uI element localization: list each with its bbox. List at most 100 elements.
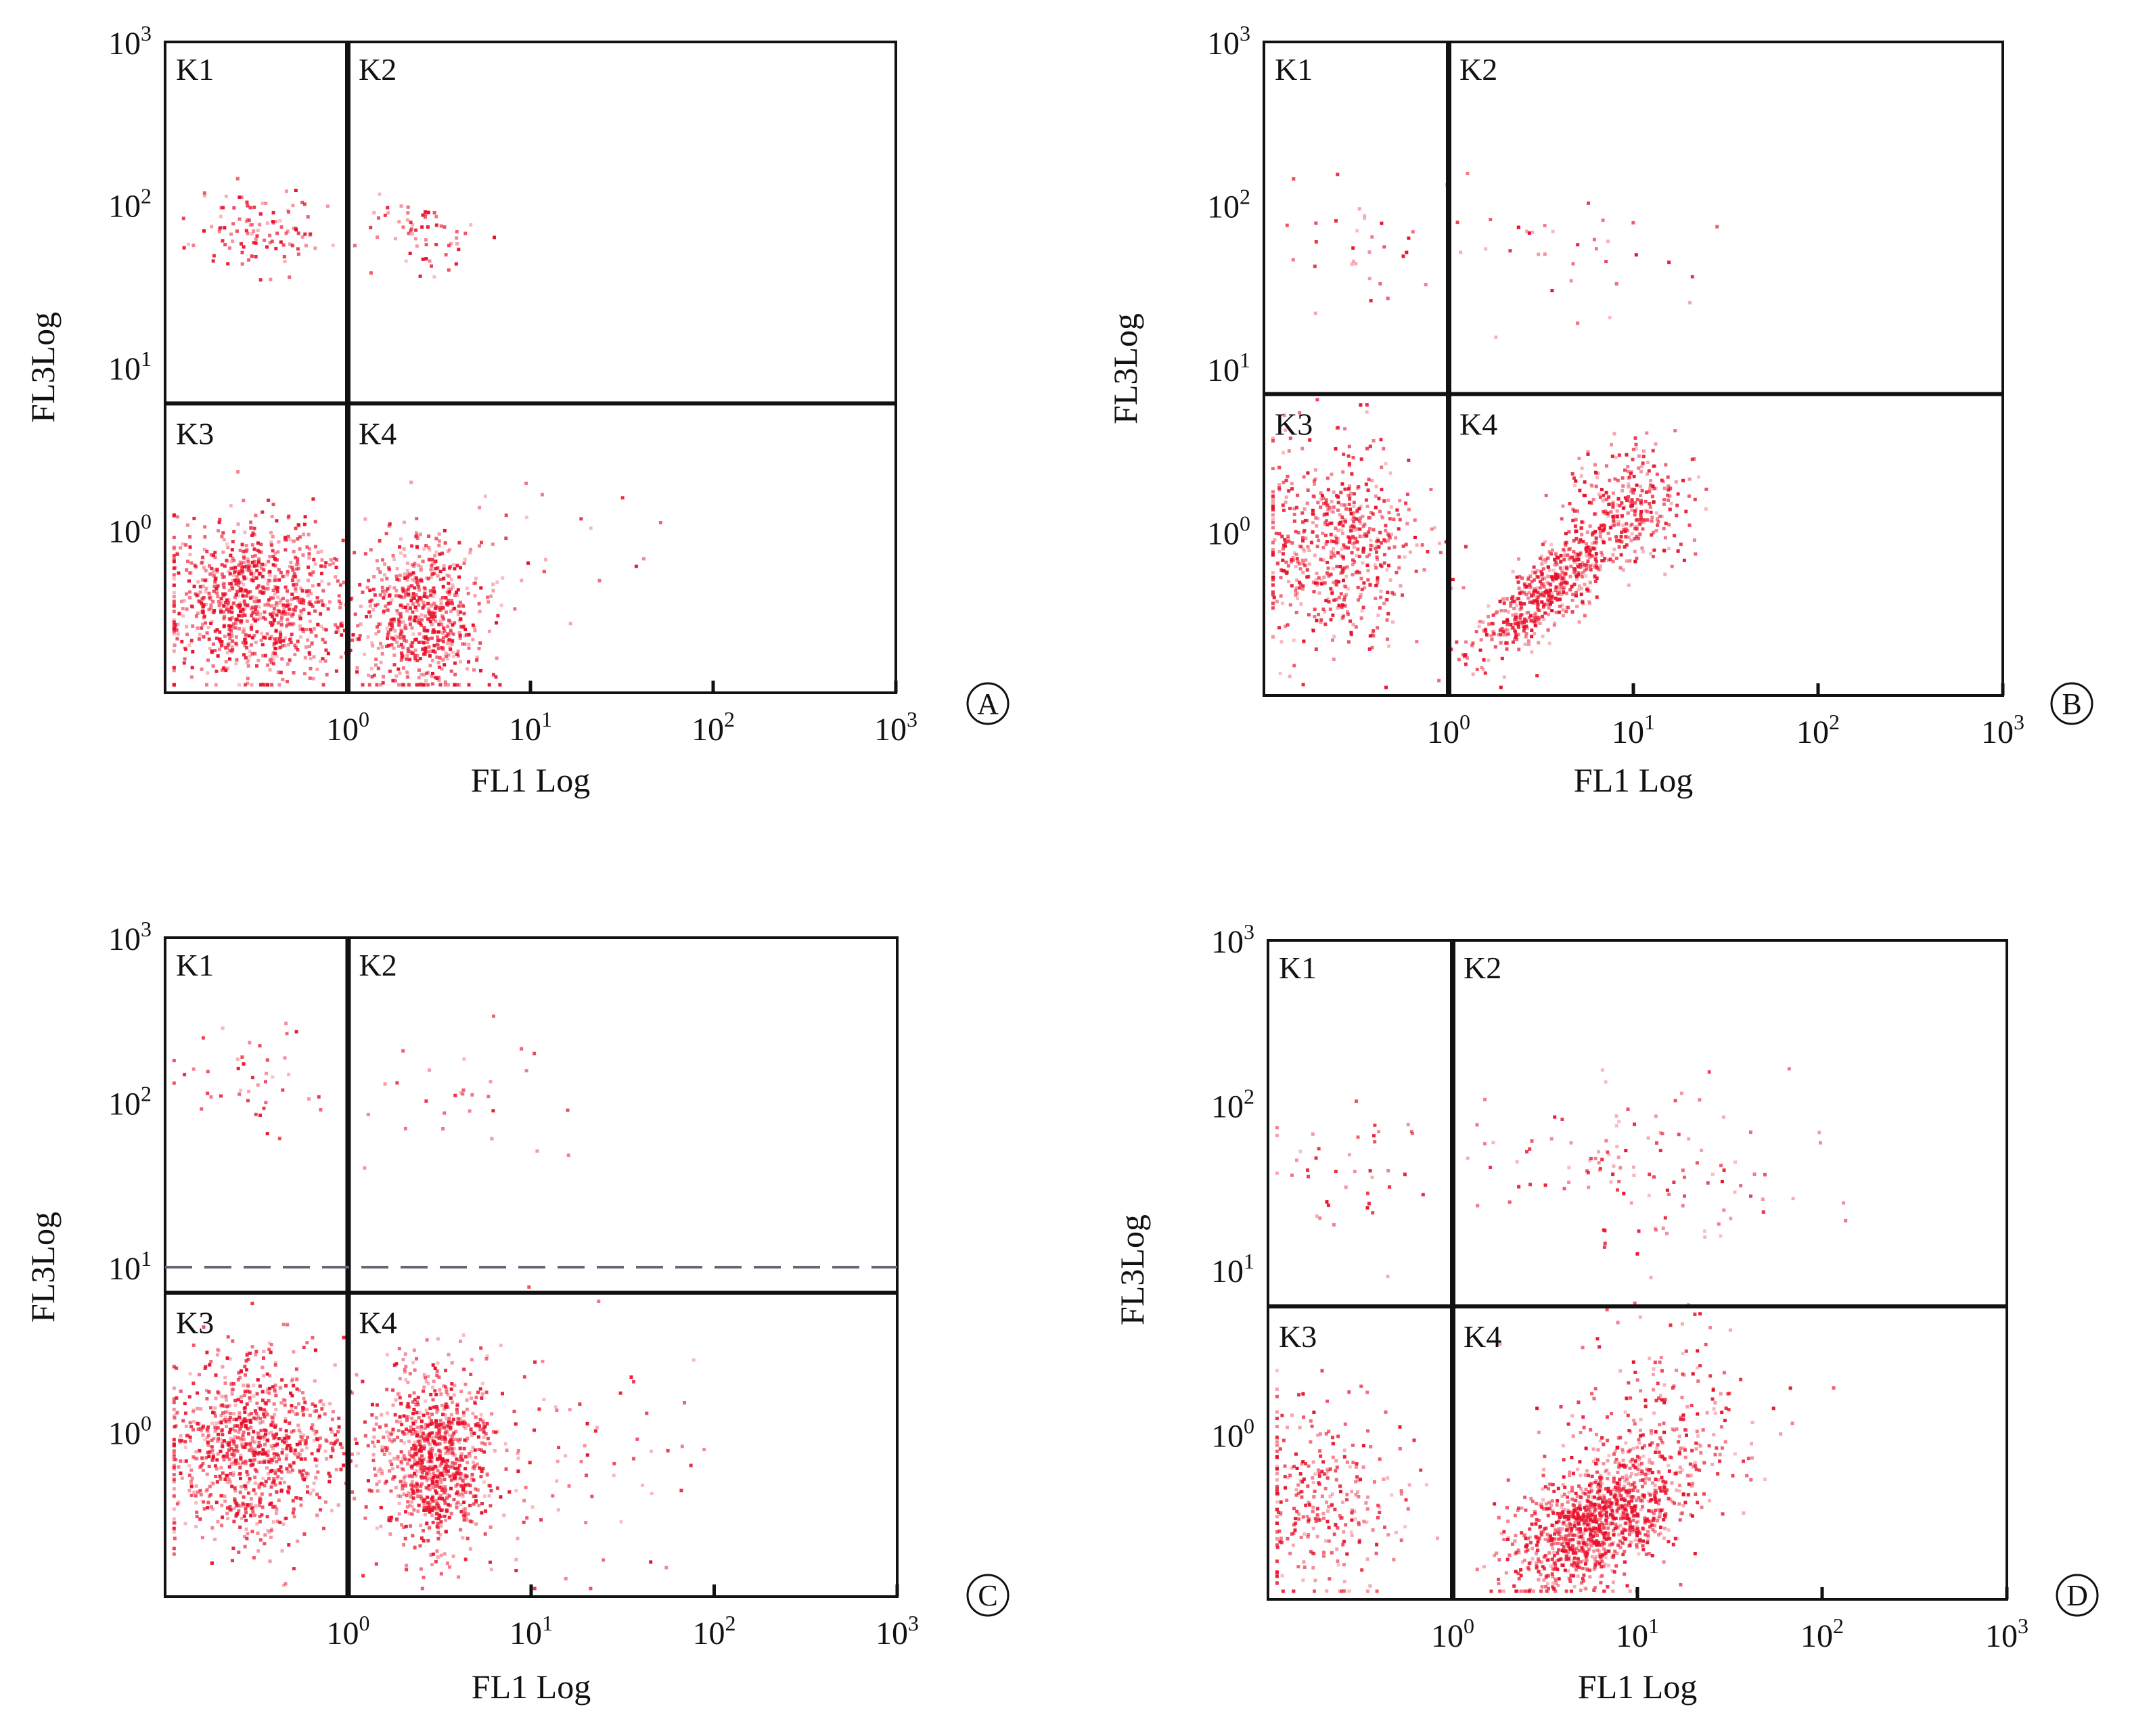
data-point [172,1526,176,1530]
data-point [230,548,234,552]
data-point [250,652,254,656]
data-point [1371,512,1375,516]
data-point [212,1411,217,1415]
data-point [211,599,215,603]
data-point [397,220,401,224]
data-point [491,583,495,587]
data-point [267,1460,271,1464]
data-point [399,615,403,619]
data-point [412,1443,416,1447]
data-point [284,535,288,539]
data-point [1357,570,1361,574]
data-point [217,229,221,233]
data-point [423,652,427,656]
data-point [1601,499,1605,503]
data-point [1505,619,1509,623]
data-point [1325,560,1330,564]
data-point [1357,507,1361,511]
data-point [1599,564,1602,568]
data-point [250,223,254,227]
data-point [370,598,373,602]
data-point [456,1466,460,1470]
data-point [183,1446,187,1449]
quadrant-label-k3: K3 [176,416,214,451]
data-point [1612,432,1616,436]
data-point [542,570,546,574]
data-point [1518,616,1522,620]
data-point [211,1482,215,1486]
data-point [272,1480,276,1484]
data-point [242,575,246,579]
data-point [383,573,386,577]
data-point [1530,580,1534,584]
data-point [1370,235,1374,239]
data-point [311,570,315,574]
data-point [1608,537,1612,541]
data-point [245,200,249,204]
data-point [299,1497,303,1501]
data-point [402,1476,406,1480]
data-point [451,1472,455,1476]
data-point [255,1522,259,1526]
data-point [417,676,421,680]
data-point [381,558,384,562]
data-point [289,636,292,640]
data-point [446,549,450,553]
data-point [382,609,386,613]
data-point [258,1538,263,1542]
data-point [1662,526,1666,530]
data-point [238,1375,242,1379]
data-point [260,1390,265,1394]
data-point [206,1451,210,1455]
data-point [1551,229,1555,233]
data-point [403,1457,407,1461]
data-point [1502,601,1506,605]
data-point [259,543,263,547]
data-point [186,523,189,527]
data-point [225,1356,229,1360]
data-point [433,1389,437,1393]
data-point [1580,575,1584,579]
data-point [1676,549,1680,553]
data-point [221,583,225,587]
data-point [184,1424,188,1428]
data-point [188,1372,192,1376]
data-point [465,1439,469,1443]
data-point [1304,536,1308,540]
data-point [299,1503,303,1507]
data-point [1319,491,1323,495]
data-point [457,1459,461,1463]
data-point [452,1476,456,1480]
data-point [240,619,244,623]
data-point [1512,607,1516,610]
data-point [1610,442,1613,447]
data-point [410,626,414,630]
data-point [330,1430,334,1434]
data-point [427,1440,430,1444]
data-point [256,560,260,564]
data-point [418,1411,422,1415]
data-point [255,586,259,590]
data-point [255,1392,259,1396]
data-point [380,1469,384,1473]
data-point [1271,578,1275,582]
data-point [436,1409,440,1413]
data-point [431,1499,435,1503]
data-point [1511,613,1515,617]
data-point [233,1429,237,1433]
data-point [1715,225,1719,229]
data-point [426,1501,430,1505]
data-point [181,607,185,611]
data-point [412,564,416,568]
data-point [1394,536,1398,540]
data-point [1630,508,1633,512]
data-point [407,1458,411,1462]
data-point [284,1434,288,1438]
data-point [204,590,208,594]
data-point [1633,549,1637,553]
data-point [462,1484,466,1488]
data-point [256,1431,260,1435]
data-point [258,278,263,282]
data-point [244,641,248,645]
data-point [385,1411,389,1415]
